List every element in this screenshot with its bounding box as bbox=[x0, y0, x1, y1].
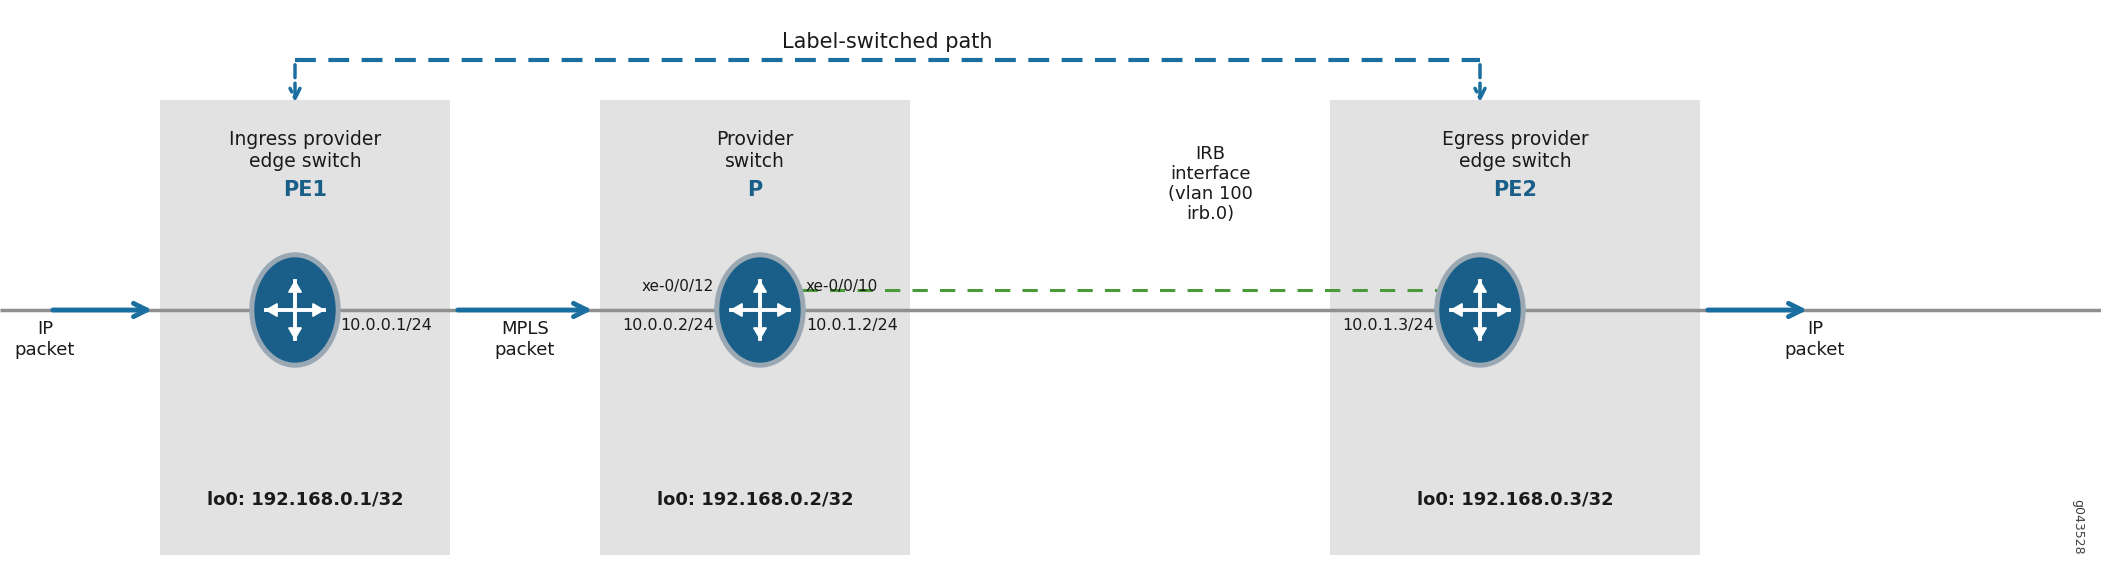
Text: edge switch: edge switch bbox=[1458, 152, 1572, 171]
Text: lo0: 192.168.0.1/32: lo0: 192.168.0.1/32 bbox=[206, 490, 403, 508]
Text: (vlan 100: (vlan 100 bbox=[1168, 185, 1252, 203]
Text: interface: interface bbox=[1170, 165, 1250, 183]
Polygon shape bbox=[288, 328, 300, 339]
Text: irb.0): irb.0) bbox=[1185, 205, 1233, 223]
Polygon shape bbox=[267, 304, 277, 316]
Text: xe-0/0/12: xe-0/0/12 bbox=[641, 279, 714, 294]
Ellipse shape bbox=[1439, 258, 1519, 362]
Text: PE1: PE1 bbox=[284, 180, 328, 200]
Ellipse shape bbox=[254, 258, 334, 362]
Ellipse shape bbox=[721, 258, 800, 362]
Text: lo0: 192.168.0.2/32: lo0: 192.168.0.2/32 bbox=[658, 490, 853, 508]
Bar bbox=[1330, 100, 1700, 555]
Text: 10.0.1.2/24: 10.0.1.2/24 bbox=[807, 318, 897, 333]
Polygon shape bbox=[1498, 304, 1509, 316]
Polygon shape bbox=[731, 304, 742, 316]
Ellipse shape bbox=[1435, 253, 1525, 367]
Bar bbox=[160, 100, 450, 555]
Text: Egress provider: Egress provider bbox=[1441, 130, 1588, 149]
Text: switch: switch bbox=[725, 152, 786, 171]
Text: IP
packet: IP packet bbox=[15, 320, 76, 359]
Text: Ingress provider: Ingress provider bbox=[229, 130, 380, 149]
Polygon shape bbox=[313, 304, 324, 316]
Text: edge switch: edge switch bbox=[248, 152, 361, 171]
Text: Provider: Provider bbox=[716, 130, 794, 149]
Text: Label-switched path: Label-switched path bbox=[782, 32, 994, 52]
Text: IRB: IRB bbox=[1195, 145, 1225, 163]
Text: g043528: g043528 bbox=[2072, 500, 2084, 555]
Polygon shape bbox=[777, 304, 788, 316]
Polygon shape bbox=[754, 328, 767, 339]
Ellipse shape bbox=[250, 253, 340, 367]
Text: 10.0.1.3/24: 10.0.1.3/24 bbox=[1343, 318, 1435, 333]
Polygon shape bbox=[1473, 281, 1485, 292]
Text: P: P bbox=[748, 180, 763, 200]
Polygon shape bbox=[1473, 328, 1485, 339]
Text: lo0: 192.168.0.3/32: lo0: 192.168.0.3/32 bbox=[1416, 490, 1614, 508]
Text: 10.0.0.1/24: 10.0.0.1/24 bbox=[340, 318, 433, 333]
Polygon shape bbox=[754, 281, 767, 292]
Bar bbox=[601, 100, 910, 555]
Ellipse shape bbox=[714, 253, 805, 367]
Text: 10.0.0.2/24: 10.0.0.2/24 bbox=[622, 318, 714, 333]
Text: xe-0/0/10: xe-0/0/10 bbox=[807, 279, 878, 294]
Polygon shape bbox=[1452, 304, 1462, 316]
Polygon shape bbox=[288, 281, 300, 292]
Text: IP
packet: IP packet bbox=[1786, 320, 1845, 359]
Text: PE2: PE2 bbox=[1494, 180, 1538, 200]
Text: MPLS
packet: MPLS packet bbox=[496, 320, 555, 359]
